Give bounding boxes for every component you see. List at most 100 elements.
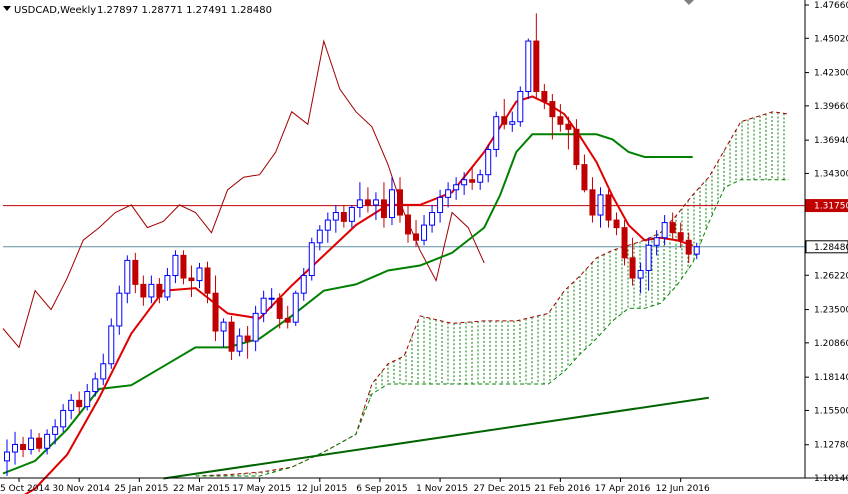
- y-tick-label: 1.10140: [814, 474, 848, 484]
- y-tick-label: 1.39660: [814, 102, 848, 112]
- candle-body: [252, 312, 259, 342]
- candle-body: [76, 399, 83, 408]
- candle-body: [581, 164, 588, 191]
- candle-body: [268, 297, 275, 300]
- price-tag: [805, 199, 848, 213]
- candle-body: [92, 378, 99, 393]
- indicator-lines: [2, 39, 709, 494]
- candle-body: [332, 212, 339, 221]
- candle-body: [364, 199, 371, 206]
- candle-body: [356, 199, 363, 208]
- candle-body: [549, 101, 556, 118]
- candle-body: [180, 254, 187, 279]
- kijun-line: [2, 133, 693, 475]
- candle-body: [340, 212, 347, 222]
- candle-body: [525, 40, 532, 92]
- candle-body: [164, 275, 171, 298]
- candle-body: [661, 222, 668, 239]
- candle-body: [140, 283, 147, 298]
- candle-body: [396, 189, 403, 216]
- candle-body: [100, 363, 107, 380]
- moving-average-line: [23, 95, 694, 494]
- candle-body: [12, 443, 19, 453]
- candle-body: [429, 212, 436, 226]
- x-tick-label: 12 Jul 2015: [296, 484, 347, 494]
- x-tick-label: 1 Nov 2015: [416, 484, 468, 494]
- candle-body: [645, 244, 652, 271]
- candle-body: [108, 325, 115, 365]
- x-tick-label: 27 Dec 2015: [473, 484, 531, 494]
- chart-scroll-marker-icon[interactable]: [684, 0, 694, 5]
- candle-body: [533, 40, 540, 92]
- y-tick-label: 1.12780: [814, 441, 848, 451]
- candle-body: [613, 219, 620, 229]
- candle-body: [541, 90, 548, 103]
- price-tag-label: 1.28480: [814, 243, 848, 253]
- cloud-lower-edge: [195, 179, 789, 477]
- candle-body: [605, 194, 612, 221]
- dropdown-arrow-icon[interactable]: [3, 6, 11, 11]
- trendline: [163, 396, 709, 480]
- candle-body: [509, 121, 516, 125]
- x-tick-label: 6 Sep 2015: [356, 484, 407, 494]
- x-tick-label: 17 May 2015: [232, 484, 291, 494]
- candle-body: [693, 246, 700, 255]
- candle-body: [188, 277, 195, 282]
- y-tick-label: 1.42300: [814, 69, 848, 79]
- symbol-label: USDCAD,Weekly: [14, 5, 96, 16]
- candle-body: [517, 90, 524, 123]
- candle-body: [405, 214, 412, 235]
- candle-body: [244, 335, 251, 342]
- y-tick-label: 1.47660: [814, 1, 848, 11]
- y-tick-label: 1.36940: [814, 136, 848, 146]
- price-tags: 1.31750 1.28480: [805, 199, 848, 254]
- candle-body: [477, 174, 484, 183]
- candle-body: [637, 269, 644, 279]
- candle-body: [413, 233, 420, 241]
- candle-body: [84, 391, 91, 408]
- candle-body: [4, 451, 11, 462]
- candle-body: [172, 254, 179, 277]
- candle-body: [124, 259, 131, 294]
- x-tick-label: 30 Nov 2014: [52, 484, 110, 494]
- x-tick-label: 5 Oct 2014: [0, 484, 50, 494]
- y-tick-label: 1.20860: [814, 339, 848, 349]
- y-tick-label: 1.23500: [814, 306, 848, 316]
- candle-body: [20, 443, 27, 451]
- chikou-line: [2, 39, 485, 349]
- candle-body: [348, 206, 355, 222]
- candle-body: [156, 283, 163, 298]
- candle-body: [372, 199, 379, 206]
- candle-body: [260, 297, 267, 314]
- candle-body: [324, 219, 331, 231]
- x-tick-label: 21 Feb 2016: [534, 484, 590, 494]
- candle-body: [204, 267, 211, 294]
- candle-body: [573, 128, 580, 166]
- candle-body: [60, 409, 67, 428]
- candle-body: [68, 399, 75, 411]
- ohlc-readout: 1.27897 1.28771 1.27491 1.28480: [97, 5, 272, 16]
- candle-body: [565, 123, 572, 130]
- candle-body: [461, 179, 468, 186]
- candle-body: [685, 239, 692, 255]
- candle-body: [196, 267, 203, 282]
- candle-body: [485, 148, 492, 176]
- candle-body: [380, 199, 387, 219]
- candle-body: [284, 317, 291, 323]
- candle-body: [36, 437, 43, 449]
- candle-body: [228, 321, 235, 352]
- candle-body: [44, 433, 51, 449]
- y-tick-label: 1.34300: [814, 169, 848, 179]
- candle-body: [621, 227, 628, 259]
- candle-body: [316, 229, 323, 244]
- candle-body: [421, 224, 428, 241]
- candles: [4, 13, 700, 476]
- candle-body: [557, 116, 564, 125]
- candle-body: [276, 297, 283, 319]
- candle-body: [445, 189, 452, 198]
- candle-body: [629, 257, 636, 279]
- candle-body: [453, 184, 460, 191]
- candle-body: [469, 179, 476, 183]
